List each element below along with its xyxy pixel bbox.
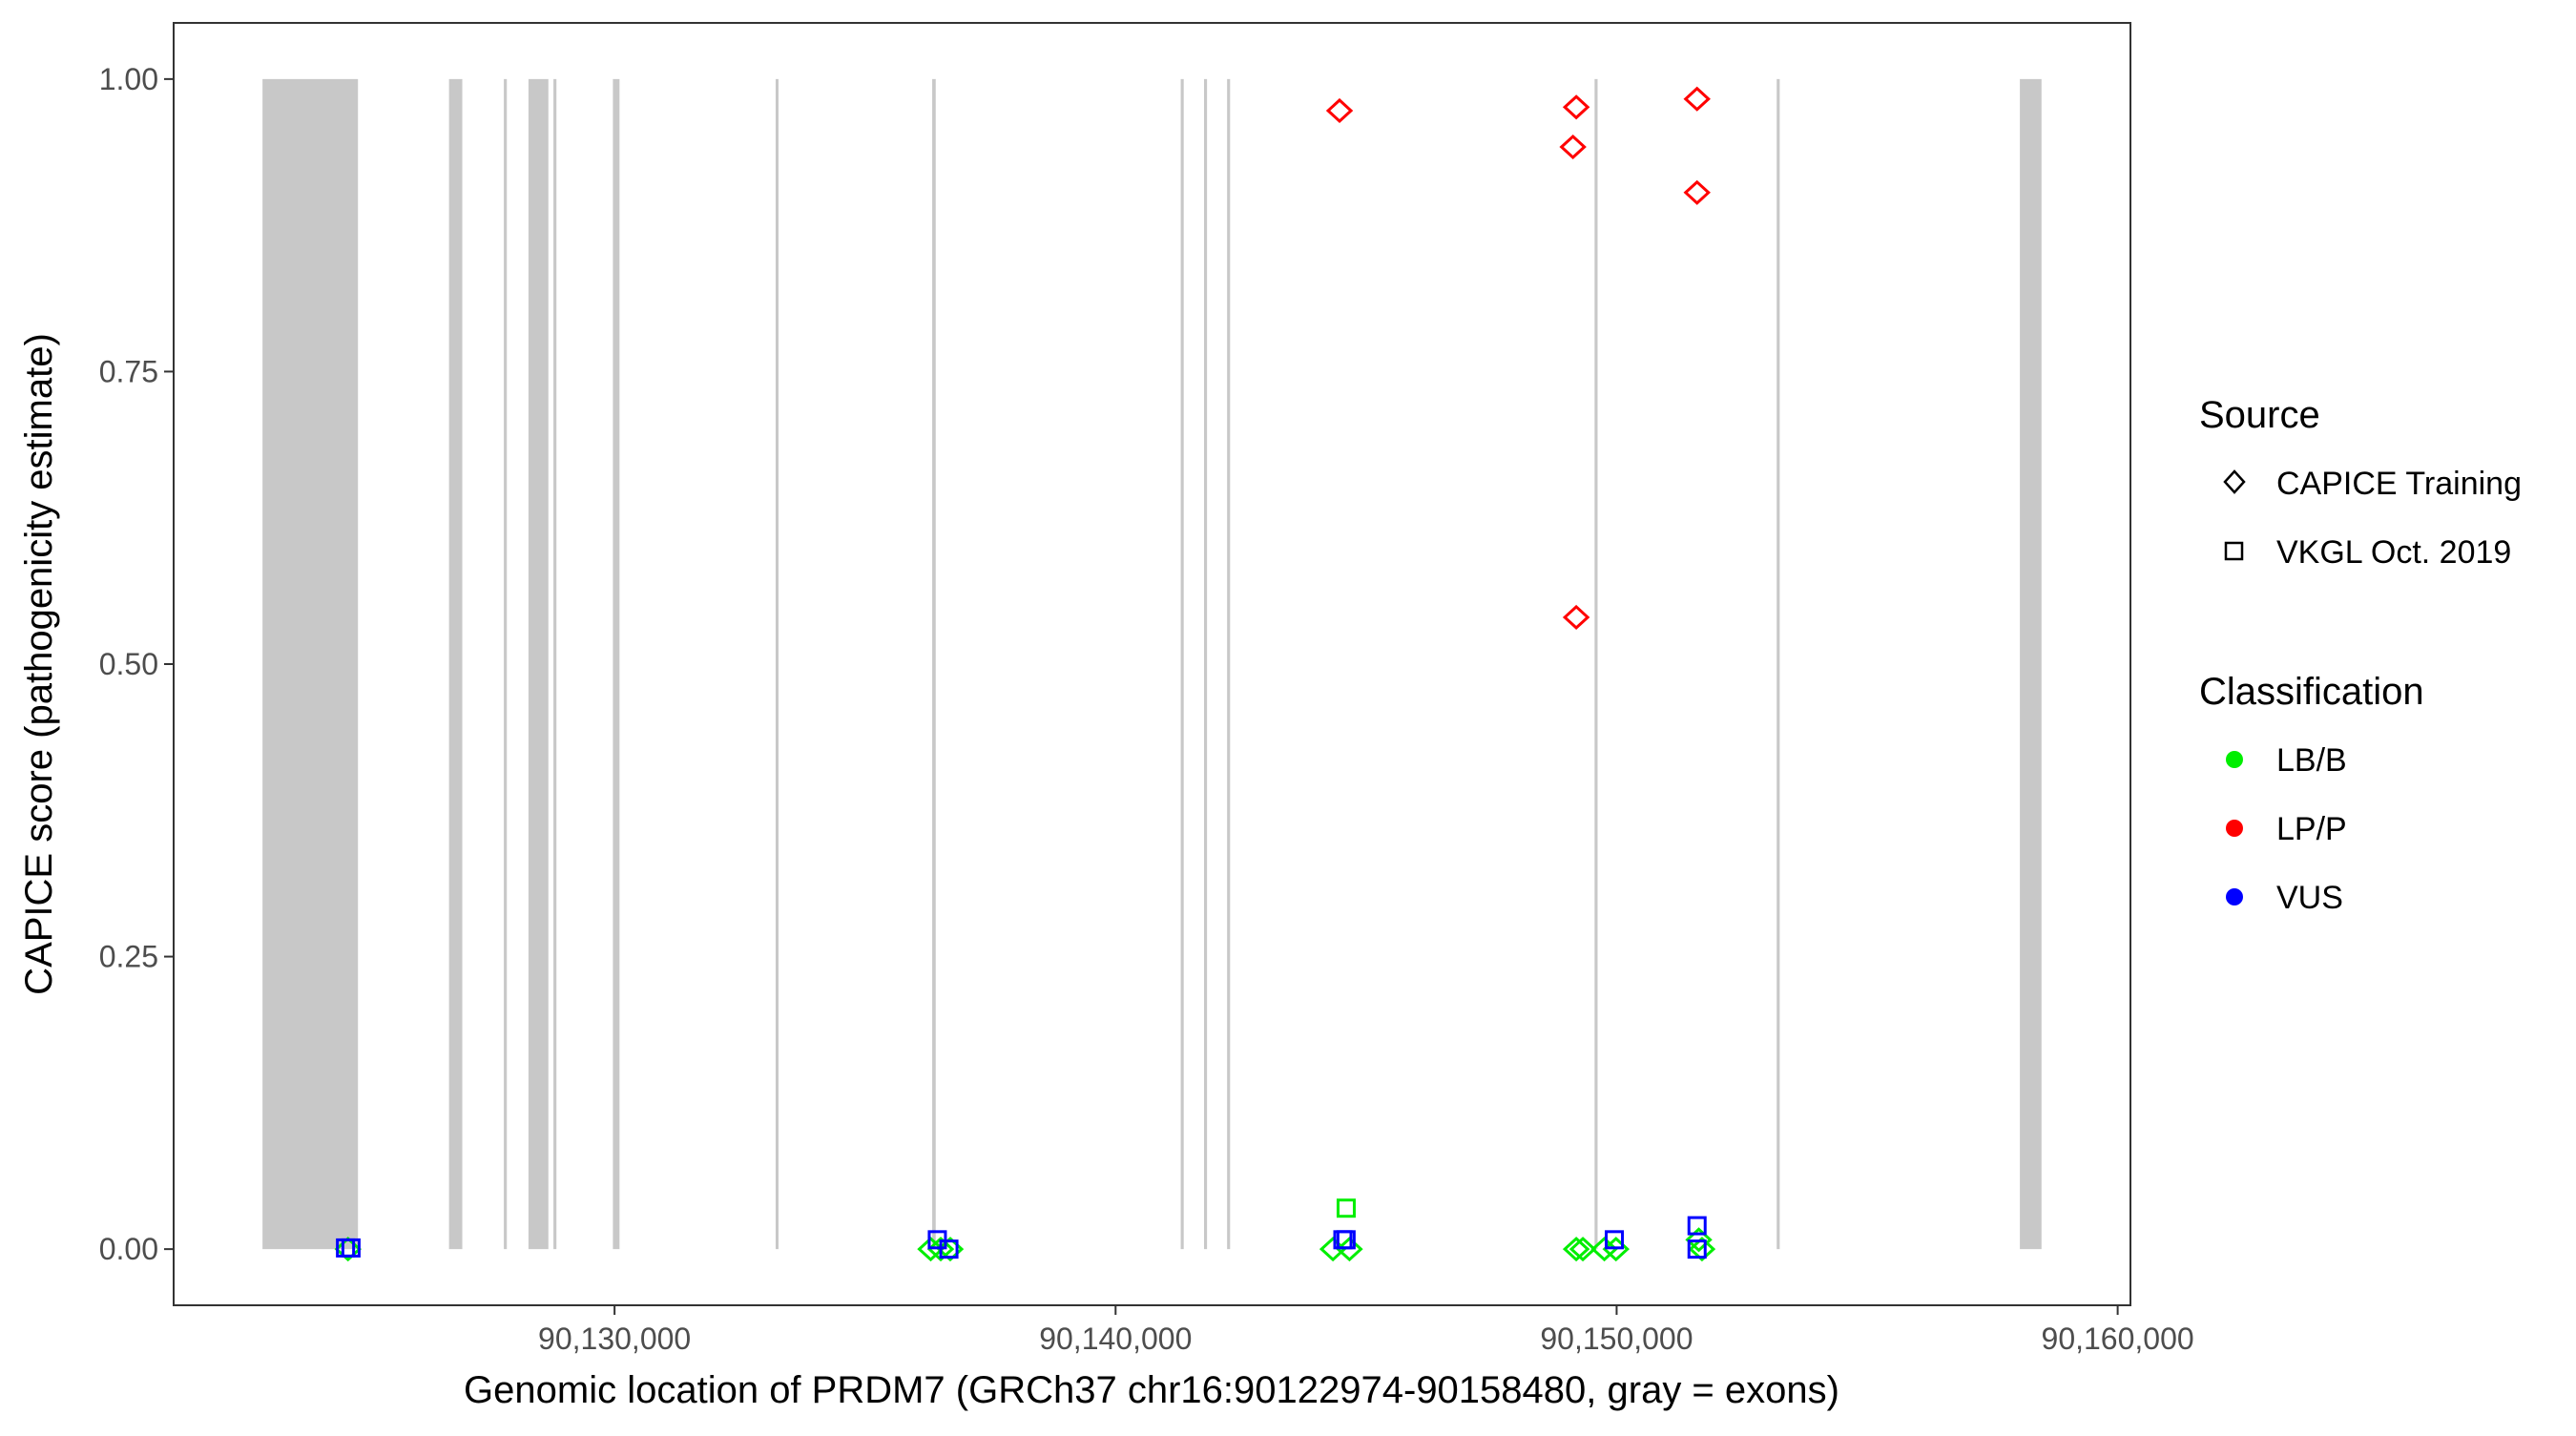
point-diamond bbox=[1562, 94, 1590, 120]
point-diamond bbox=[1562, 1237, 1590, 1262]
x-tick-label: 90,150,000 bbox=[1540, 1322, 1693, 1356]
exon-bar bbox=[448, 78, 463, 1250]
exon-bar bbox=[1180, 78, 1184, 1250]
point-diamond bbox=[1559, 134, 1587, 160]
point-square bbox=[939, 1239, 959, 1259]
point-diamond bbox=[926, 1237, 955, 1262]
x-axis-label: Genomic location of PRDM7 (GRCh37 chr16:… bbox=[464, 1369, 1839, 1411]
exon-bar bbox=[528, 78, 549, 1250]
legend-classification-title: Classification bbox=[2199, 671, 2424, 713]
legend-lbb-label: LB/B bbox=[2276, 742, 2347, 779]
legend-vus-label: VUS bbox=[2276, 880, 2343, 916]
legend-source-vkgl: VKGL Oct. 2019 bbox=[2276, 534, 2511, 571]
exon-bar bbox=[2020, 78, 2042, 1250]
y-axis: 0.00 0.25 0.50 0.75 1.00 bbox=[99, 62, 174, 1266]
point-diamond bbox=[1683, 179, 1711, 205]
x-axis: 90,130,000 90,140,000 90,150,000 90,160,000 bbox=[538, 1305, 2194, 1356]
exon-bar bbox=[1203, 78, 1208, 1250]
point-square bbox=[1605, 1230, 1625, 1250]
plot-panel-border bbox=[173, 22, 2131, 1306]
exon-bar bbox=[504, 78, 508, 1250]
exon-bar bbox=[1594, 78, 1598, 1250]
legend-vus-dot bbox=[2226, 888, 2243, 905]
point-square bbox=[1336, 1230, 1356, 1250]
exon-bar bbox=[613, 78, 620, 1250]
point-diamond bbox=[1562, 604, 1590, 630]
exon-bar bbox=[932, 78, 936, 1250]
point-square bbox=[341, 1238, 361, 1258]
point-diamond bbox=[1568, 1237, 1597, 1262]
point-square bbox=[1336, 1198, 1356, 1218]
exon-bar bbox=[262, 78, 359, 1250]
legend-lpp-dot bbox=[2226, 820, 2243, 837]
legend: Source CAPICE Training VKGL Oct. 2019 Cl… bbox=[2199, 394, 2522, 916]
y-tick-label: 0.50 bbox=[99, 647, 158, 681]
point-diamond bbox=[334, 1237, 362, 1262]
y-axis-label: CAPICE score (pathogenicity estimate) bbox=[18, 333, 60, 995]
point-diamond bbox=[1325, 97, 1354, 124]
point-diamond bbox=[1336, 1237, 1363, 1262]
legend-diamond-icon bbox=[2223, 469, 2246, 494]
exon-bar bbox=[1227, 78, 1231, 1250]
point-diamond bbox=[1683, 86, 1711, 112]
exon-layer bbox=[262, 78, 2042, 1250]
x-tick-label: 90,160,000 bbox=[2042, 1322, 2194, 1356]
y-tick-label: 0.00 bbox=[99, 1232, 158, 1266]
legend-source-capice: CAPICE Training bbox=[2276, 466, 2522, 502]
x-tick-label: 90,140,000 bbox=[1039, 1322, 1192, 1356]
y-tick-label: 1.00 bbox=[99, 62, 158, 96]
legend-square-icon bbox=[2224, 541, 2244, 561]
y-tick-label: 0.25 bbox=[99, 940, 158, 974]
exon-bar bbox=[1776, 78, 1780, 1250]
points-layer bbox=[334, 86, 1716, 1262]
x-tick-label: 90,130,000 bbox=[538, 1322, 691, 1356]
point-diamond bbox=[917, 1237, 945, 1262]
exon-bar bbox=[775, 78, 779, 1250]
y-tick-label: 0.75 bbox=[99, 354, 158, 388]
point-square bbox=[1687, 1216, 1707, 1236]
exon-bar bbox=[553, 78, 557, 1250]
legend-lbb-dot bbox=[2226, 751, 2243, 768]
legend-source-title: Source bbox=[2199, 394, 2320, 436]
point-diamond bbox=[1685, 1227, 1713, 1253]
point-diamond bbox=[1590, 1237, 1618, 1262]
point-square bbox=[1687, 1239, 1707, 1259]
legend-lpp-label: LP/P bbox=[2276, 811, 2347, 847]
